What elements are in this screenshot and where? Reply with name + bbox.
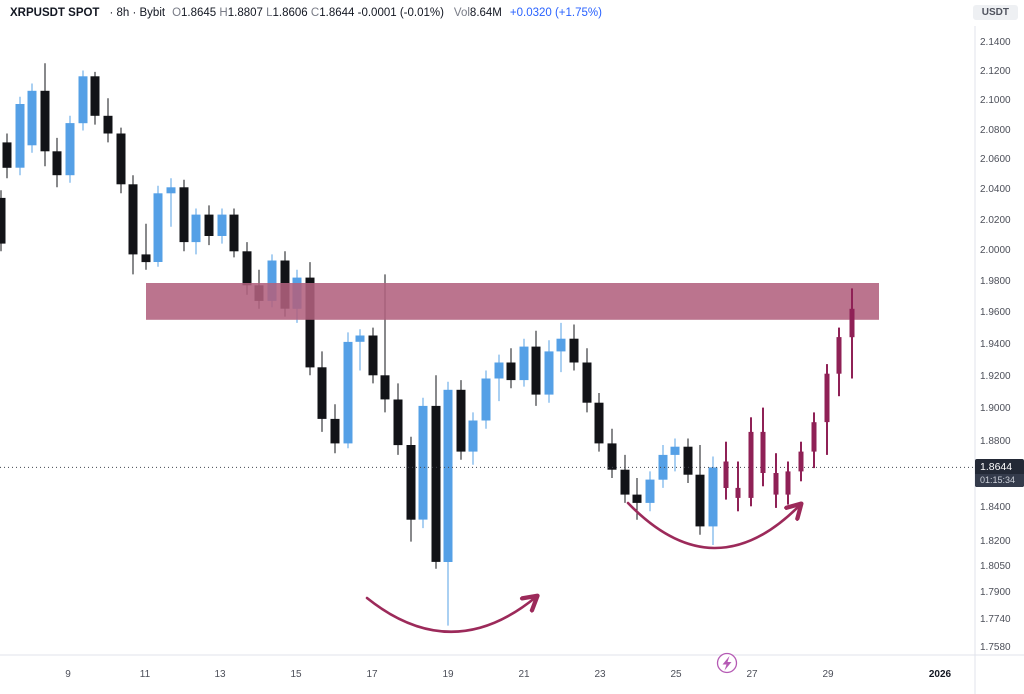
open-value: 1.8645 (181, 7, 217, 19)
volume-label: Vol (453, 7, 470, 19)
curved-arrow-drawing[interactable] (626, 503, 800, 550)
resistance-zone-rectangle[interactable] (146, 283, 879, 320)
time-tick-label: 2026 (928, 669, 952, 680)
price-tick-label: 1.7740 (980, 614, 1011, 625)
currency-toggle-button[interactable]: USDT (972, 5, 1018, 20)
low-value: 1.8606 (272, 7, 308, 19)
time-tick-label: 29 (822, 669, 834, 680)
price-tick-label: 1.9000 (980, 403, 1011, 414)
price-tick-label: 1.8400 (980, 502, 1011, 513)
price-tick-label: 1.7580 (980, 642, 1011, 653)
projection-bars[interactable] (723, 288, 855, 512)
last-price-value: 1.8644 (980, 461, 1013, 473)
price-tick-label: 1.9200 (980, 371, 1011, 382)
lightning-icon[interactable] (716, 652, 738, 674)
volume-change: +0.0320 (+1.75%) (509, 7, 602, 19)
time-tick-label: 15 (290, 669, 302, 680)
candlestick-series (0, 63, 718, 626)
high-value: 1.8807 (227, 7, 263, 19)
time-tick-label: 13 (214, 669, 226, 680)
time-tick-label: 9 (65, 669, 71, 680)
curved-arrow-drawing[interactable] (365, 597, 536, 633)
time-tick-label: 23 (594, 669, 606, 680)
price-tick-label: 1.8800 (980, 436, 1011, 447)
price-tick-label: 1.9400 (980, 339, 1011, 350)
time-tick-label: 27 (746, 669, 758, 680)
symbol-subtitle: · 8h · Bybit (109, 7, 166, 19)
low-label: L (266, 7, 273, 19)
price-tick-label: 1.7900 (980, 587, 1011, 598)
price-tick-label: 1.8050 (980, 561, 1011, 572)
price-axis[interactable]: 1.8644 01:15:34 2.1400 2.1200 2.1000 2.0800… (975, 0, 1024, 694)
time-tick-label: 25 (670, 669, 682, 680)
price-tick-label: 2.0000 (980, 245, 1011, 256)
price-tick-label: 2.1200 (980, 66, 1011, 77)
time-tick-label: 17 (366, 669, 378, 680)
price-tick-label: 1.9600 (980, 307, 1011, 318)
volume-value: 8.64M (469, 7, 502, 19)
high-label: H (219, 7, 228, 19)
close-value: 1.8644 (319, 7, 355, 19)
price-tick-label: 2.0200 (980, 215, 1011, 226)
price-change: -0.0001 (-0.01%) (357, 7, 444, 19)
price-tick-label: 2.0600 (980, 154, 1011, 165)
open-label: O (172, 7, 182, 19)
close-label: C (310, 7, 320, 19)
time-tick-label: 21 (518, 669, 530, 680)
price-tick-label: 1.8200 (980, 536, 1011, 547)
price-tick-label: 2.0800 (980, 125, 1011, 136)
price-tick-label: 2.1000 (980, 95, 1011, 106)
symbol-info-bar: XRPUSDT SPOT · 8h · Bybit O 1.8645 H 1.8… (0, 0, 1024, 26)
price-tick-label: 2.0400 (980, 184, 1011, 195)
symbol-title[interactable]: XRPUSDT SPOT (10, 7, 100, 19)
time-axis[interactable]: 9 11 13 15 17 19 21 23 25 27 29 2026 (0, 655, 1024, 694)
time-tick-label: 11 (139, 669, 151, 680)
last-price-badge: 1.8644 01:15:34 (975, 459, 1024, 487)
bar-countdown: 01:15:34 (975, 474, 1024, 487)
price-tick-label: 1.9800 (980, 276, 1011, 287)
price-tick-label: 2.1400 (980, 37, 1011, 48)
time-tick-label: 19 (442, 669, 454, 680)
